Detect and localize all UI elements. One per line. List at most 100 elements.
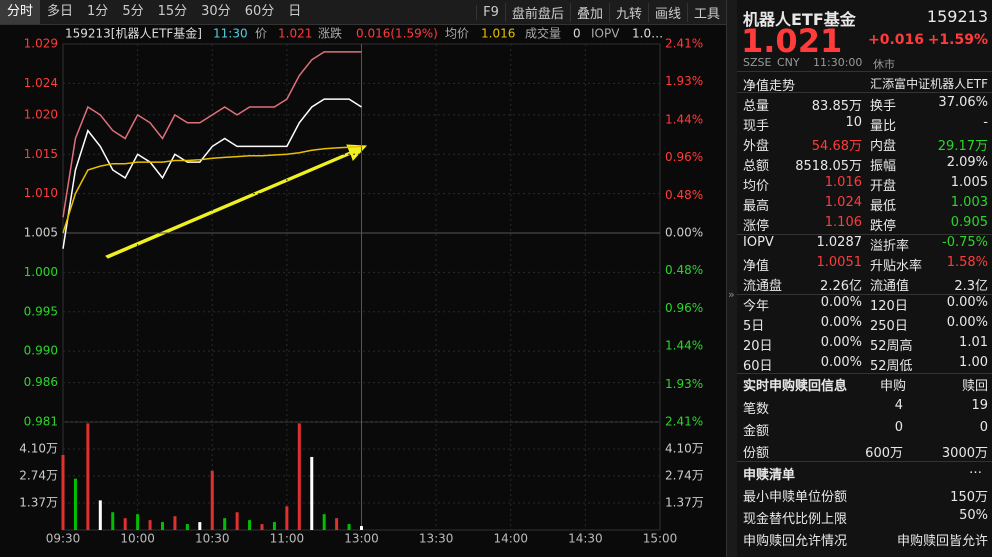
quote-value: 2.09% (946, 155, 988, 170)
quote-value: 1.0051 (816, 255, 863, 270)
hr (737, 71, 992, 72)
tool-button[interactable]: 盘前盘后 (504, 2, 570, 22)
subscription-value: 4 (894, 398, 903, 413)
quote-value: 1.016 (824, 175, 862, 190)
y-tick-label: 1.029 (24, 37, 58, 51)
x-tick-label: 09:30 (46, 532, 81, 546)
quote-label: 52周低 (870, 359, 913, 374)
subscription-value: 600万 (865, 446, 903, 461)
security-name: 机器人ETF基金 (743, 10, 856, 29)
period-tab[interactable]: 5分 (122, 4, 144, 19)
period-tab[interactable]: 分时 (0, 0, 41, 24)
quote-value: 0.905 (950, 215, 988, 230)
volume-bar (347, 524, 351, 530)
volume-bar (272, 522, 276, 530)
quote-value: 83.85万 (811, 99, 862, 114)
quote-value: 1.58% (946, 255, 988, 270)
quote-value: 2.26亿 (820, 279, 862, 294)
subscription-column: 申购 (879, 379, 906, 394)
price-line (62, 98, 362, 249)
info-volume-label: 成交量 (525, 26, 561, 41)
tool-button[interactable]: 画线 (647, 2, 687, 22)
subscription-value: 3000万 (941, 446, 988, 461)
quote-value: 1.024 (824, 195, 862, 210)
volume-tick-label: 2.74万 (19, 468, 58, 482)
annotation-arrow (105, 144, 368, 259)
quote-value: 29.17万 (937, 139, 988, 154)
y-tick-label: 1.000 (24, 265, 58, 279)
quote-label: 内盘 (870, 139, 897, 154)
volume-bar (86, 423, 90, 530)
tool-button[interactable]: F9 (476, 4, 505, 20)
y-tick-label: 0.995 (24, 304, 58, 318)
quote-meta: CNY (777, 56, 800, 69)
quote-value: 1.01 (959, 335, 988, 350)
y2-tick-label: 0.48% (665, 188, 703, 202)
y2-tick-label: 1.44% (665, 113, 703, 127)
volume-bar (111, 512, 115, 530)
volume-bar (310, 456, 314, 530)
quote-value: 1.003 (950, 195, 988, 210)
volume-bar (61, 454, 65, 530)
y2-tick-label: 0.00% (665, 226, 703, 240)
quote-label: 52周高 (870, 339, 913, 354)
list-value: 申购赎回皆允许 (896, 534, 988, 549)
period-tab[interactable]: 60分 (244, 4, 275, 19)
tool-button[interactable]: 叠加 (569, 2, 609, 22)
period-tab[interactable]: 多日 (47, 4, 74, 19)
y-tick-label: 1.010 (24, 186, 58, 200)
info-volume: 0 (573, 27, 581, 41)
tool-button[interactable]: 工具 (686, 2, 726, 22)
x-tick-label: 15:00 (643, 532, 678, 546)
x-tick-label: 10:30 (195, 532, 230, 546)
x-tick-label: 14:30 (568, 532, 603, 546)
volume-tick-label-right: 4.10万 (665, 442, 704, 456)
y-tick-label: 0.981 (24, 415, 58, 429)
quote-label: 涨停 (743, 219, 770, 234)
y-tick-label: 1.015 (24, 147, 58, 161)
volume-bar (285, 506, 289, 530)
volume-bar (297, 423, 301, 530)
quote-meta: 休市 (873, 58, 895, 71)
quote-value: 10 (845, 115, 862, 130)
quote-value: 8518.05万 (795, 159, 862, 174)
tool-button[interactable]: 九转 (608, 2, 648, 22)
info-price-label: 价 (255, 27, 267, 41)
period-tab[interactable]: 30分 (201, 4, 231, 19)
nav-link[interactable]: 净值走势 (743, 79, 796, 94)
x-tick-label: 13:30 (419, 532, 454, 546)
volume-bar (136, 514, 140, 530)
volume-bar (98, 500, 102, 530)
quote-label: 最低 (870, 199, 897, 214)
period-tab[interactable]: 15分 (157, 4, 188, 19)
hr (737, 461, 992, 462)
x-tick-label: 11:00 (270, 532, 305, 546)
quote-value: 1.005 (950, 175, 988, 190)
y2-tick-label: 2.41% (665, 415, 703, 429)
period-tab[interactable]: 1分 (87, 4, 109, 19)
info-avg-label: 均价 (445, 27, 469, 41)
list-more[interactable]: … (969, 462, 982, 477)
y2-tick-label: 2.41% (665, 37, 703, 51)
period-tab[interactable]: 日 (288, 4, 302, 19)
volume-bar (123, 518, 127, 530)
quote-value: -0.75% (942, 235, 988, 250)
hr (737, 92, 992, 93)
quote-value: 0.00% (820, 315, 862, 330)
chart: 159213[机器人ETF基金] 11:30 价 1.021 涨跌 0.016(1.59%… (19, 25, 704, 546)
quote-value: 54.68万 (811, 139, 862, 154)
info-time: 11:30 (213, 27, 248, 41)
subscription-label: 份额 (743, 446, 770, 461)
quote-meta: 11:30:00 (813, 56, 863, 69)
volume-bar (248, 520, 252, 530)
quote-meta: SZSE (743, 56, 772, 69)
list-value: 150万 (950, 490, 988, 505)
quote-label: 升贴水率 (870, 259, 923, 274)
volume-tick-label: 1.37万 (19, 495, 58, 509)
quote-label: 外盘 (743, 139, 770, 154)
volume-bar (223, 518, 227, 530)
quote-label: 20日 (743, 339, 773, 354)
list-label: 现金替代比例上限 (743, 512, 848, 527)
subscription-label: 笔数 (743, 402, 770, 417)
quote-label: 60日 (743, 359, 773, 374)
